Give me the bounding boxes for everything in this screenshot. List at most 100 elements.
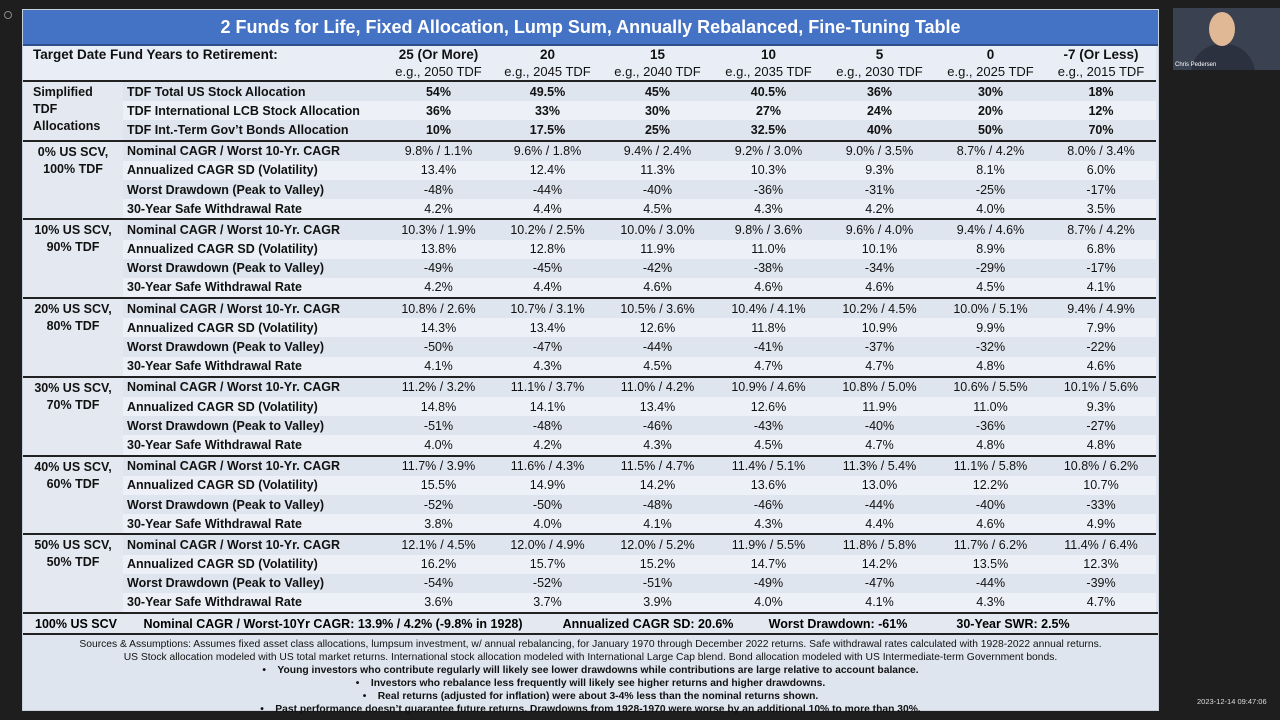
notes-bullet: • Investors who rebalance less frequentl… (355, 678, 826, 690)
metric-value: 9.3% (1046, 397, 1156, 417)
header-spacer (23, 63, 384, 81)
metric-value: -54% (423, 576, 454, 591)
metric-row: Annualized CAGR SD (Volatility) 14.8% 14.1… (23, 397, 1156, 417)
header-example: e.g., 2025 TDF (935, 63, 1046, 81)
metric-value: -17% (1086, 261, 1116, 276)
scv-100-sd: Annualized CAGR SD: 20.6% (562, 616, 734, 631)
metric-value: -42% (642, 261, 673, 276)
header-example: e.g., 2040 TDF (602, 63, 713, 81)
metric-value: 9.8% / 3.6% (713, 218, 824, 240)
sources-notes: Sources & Assumptions: Assumes fixed ass… (23, 635, 1158, 716)
scv-100-cagr: Nominal CAGR / Worst-10Yr CAGR: 13.9% / … (143, 616, 523, 631)
metric-value: 14.7% (713, 554, 824, 574)
metric-value: 16.2% (384, 554, 493, 574)
metric-value: 14.1% (493, 397, 602, 417)
metric-value: 4.5% (602, 356, 713, 377)
row-label: Worst Drawdown (Peak to Valley) (127, 576, 325, 591)
metric-value: -43% (753, 418, 784, 433)
metric-value: 11.0% / 4.2% (602, 375, 713, 397)
metric-row: Worst Drawdown (Peak to Valley) -51% -48% -… (23, 416, 1156, 435)
metric-value: 9.2% / 3.0% (713, 139, 824, 161)
metric-value: 8.0% / 3.4% (1046, 139, 1156, 161)
metric-value: 10.3% (713, 160, 824, 180)
row-label: Worst Drawdown (Peak to Valley) (127, 497, 325, 512)
metric-value: 7.9% (1046, 318, 1156, 338)
metric-value: -32% (975, 340, 1006, 355)
metric-value: 13.0% (824, 475, 935, 495)
metric-value: 4.1% (824, 592, 935, 613)
row-label: TDF Int.-Term Gov’t Bonds Allocation (127, 122, 349, 137)
allocation-value: 40.5% (713, 79, 824, 102)
metric-value: -41% (753, 340, 784, 355)
metric-value: 10.8% / 2.6% (384, 297, 493, 319)
metric-value: 11.9% (824, 397, 935, 417)
row-label: Nominal CAGR / Worst 10-Yr. CAGR (123, 297, 384, 319)
metric-value: -25% (975, 182, 1006, 197)
metric-value: 11.0% (935, 397, 1046, 417)
metric-row: 30% US SCV, 70% TDF Nominal CAGR / Worst … (23, 375, 1156, 456)
metric-row: 20% US SCV, 80% TDF Nominal CAGR / Worst … (23, 297, 1156, 377)
metric-value: 8.7% / 4.2% (1046, 218, 1156, 240)
header-label: Target Date Fund Years to Retirement: (23, 46, 384, 63)
timestamp: 2023-12-14 09:47:06 (1197, 697, 1267, 706)
metric-value: 4.6% (824, 277, 935, 299)
notes-line-1: Sources & Assumptions: Assumes fixed ass… (79, 639, 1102, 651)
group-label: 0% US SCV, 100% TDF (23, 139, 123, 220)
metric-value: 4.1% (602, 514, 713, 535)
metric-value: 10.2% / 4.5% (824, 297, 935, 319)
metric-value: 9.4% / 2.4% (602, 139, 713, 161)
scv-100-swr: 30-Year SWR: 2.5% (956, 616, 1070, 631)
metric-row: Annualized CAGR SD (Volatility) 15.5% 14.9… (23, 475, 1156, 495)
metric-value: -38% (753, 261, 784, 276)
metric-value: -40% (975, 497, 1006, 512)
metric-value: -27% (1086, 418, 1116, 433)
header-example: e.g., 2050 TDF (384, 63, 493, 81)
allocation-value: 20% (935, 101, 1046, 121)
row-label: Annualized CAGR SD (Volatility) (123, 554, 384, 574)
metric-row: Worst Drawdown (Peak to Valley) -49% -45% -… (23, 259, 1156, 278)
presenter-name: Chris Pedersen (1175, 62, 1217, 68)
metric-value: 10.0% / 5.1% (935, 297, 1046, 319)
metric-value: 11.7% / 3.9% (384, 454, 493, 476)
metric-value: -29% (975, 261, 1006, 276)
webcam-thumbnail[interactable]: Chris Pedersen (1173, 8, 1280, 70)
metric-value: 8.7% / 4.2% (935, 139, 1046, 161)
header-years: 0 (935, 46, 1046, 63)
group-label: 30% US SCV, 70% TDF (23, 375, 123, 456)
metric-value: -36% (975, 418, 1006, 433)
metric-value: 4.0% (935, 199, 1046, 220)
allocation-row: TDF Int.-Term Gov’t Bonds Allocation 10% 1… (23, 120, 1156, 140)
metric-value: -39% (1086, 576, 1116, 591)
row-label: Worst Drawdown (Peak to Valley) (127, 340, 325, 355)
metric-value: 4.6% (602, 277, 713, 299)
scv-100-drawdown: Worst Drawdown: -61% (768, 616, 908, 631)
metric-value: 13.6% (713, 475, 824, 495)
metric-value: 9.4% / 4.6% (935, 218, 1046, 240)
metric-value: 4.0% (493, 514, 602, 535)
metric-value: -51% (423, 418, 454, 433)
metric-value: 11.1% / 3.7% (493, 375, 602, 397)
metric-value: 9.8% / 1.1% (384, 139, 493, 161)
metric-value: 4.5% (602, 199, 713, 220)
allocation-value: 12% (1046, 101, 1156, 121)
allocation-value: 49.5% (493, 79, 602, 102)
window-indicator-icon (4, 11, 12, 19)
metric-row: 30-Year Safe Withdrawal Rate 4.1% 4.3% 4.5%… (23, 356, 1156, 377)
metric-value: 11.3% / 5.4% (824, 454, 935, 476)
metric-value: 4.3% (602, 435, 713, 456)
notes-bullet: • Young investors who contribute regular… (262, 665, 919, 677)
metric-value: 4.6% (935, 514, 1046, 535)
metric-value: 10.6% / 5.5% (935, 375, 1046, 397)
allocation-value: 33% (493, 101, 602, 121)
metric-value: 4.4% (493, 277, 602, 299)
row-label: Nominal CAGR / Worst 10-Yr. CAGR (123, 454, 384, 476)
metric-value: 14.2% (824, 554, 935, 574)
metric-value: -45% (532, 261, 563, 276)
metric-value: 11.6% / 4.3% (493, 454, 602, 476)
allocation-value: 17.5% (529, 122, 566, 137)
metric-value: -44% (532, 182, 563, 197)
allocation-value: 25% (644, 122, 671, 137)
allocation-value: 40% (866, 122, 893, 137)
row-label: Annualized CAGR SD (Volatility) (123, 239, 384, 259)
metric-value: 11.4% / 5.1% (713, 454, 824, 476)
